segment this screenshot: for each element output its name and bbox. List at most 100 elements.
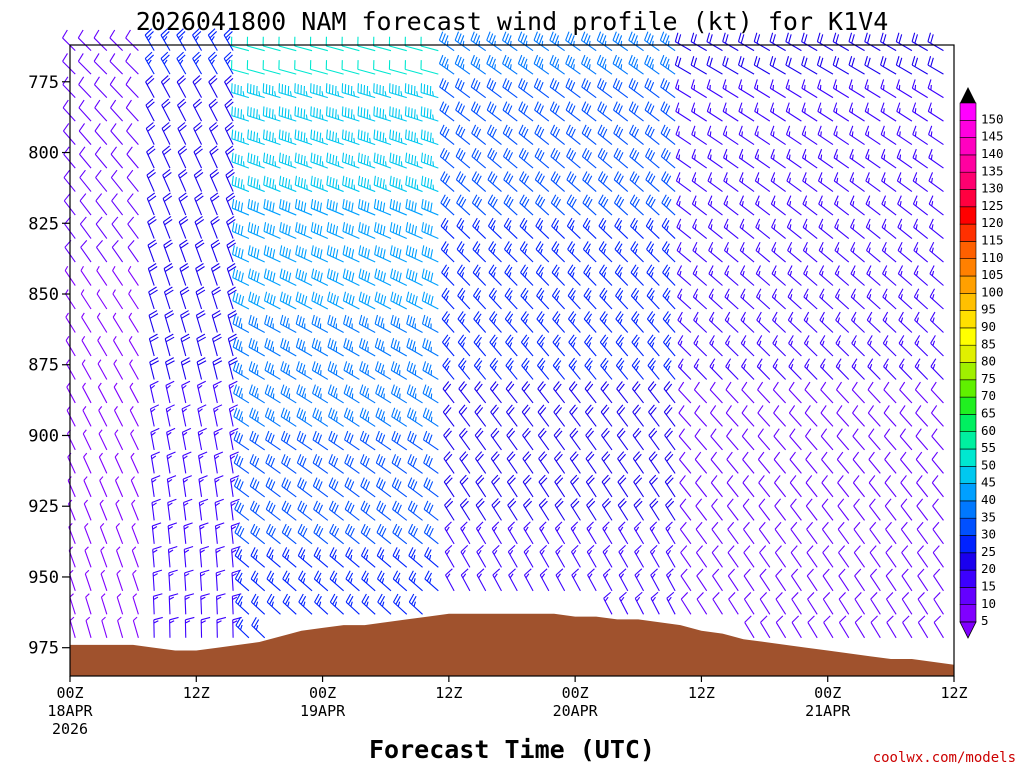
wind-barb: [99, 476, 108, 498]
wind-barb: [454, 54, 471, 75]
wind-barb: [263, 245, 281, 263]
wind-barb: [94, 146, 108, 169]
wind-barb: [645, 194, 660, 216]
wind-barb: [506, 451, 518, 474]
wind-barb: [504, 287, 518, 310]
wind-barb: [250, 523, 266, 545]
wind-barb: [632, 451, 645, 474]
wind-barb: [600, 404, 613, 427]
wind-barb: [520, 287, 534, 310]
wind-barb: [115, 523, 124, 545]
wind-barb: [770, 172, 786, 193]
wind-barb: [549, 54, 565, 75]
wind-barb: [565, 78, 581, 99]
wind-barb: [343, 314, 360, 333]
wind-barb: [820, 405, 834, 427]
wind-barb: [181, 380, 191, 404]
wind-barb: [821, 475, 834, 498]
wind-barb: [660, 147, 676, 169]
wind-barb: [569, 404, 581, 427]
wind-barb: [537, 404, 550, 427]
wind-barb: [211, 286, 221, 310]
wind-barb: [199, 522, 209, 544]
wind-barb: [599, 287, 613, 310]
wind-barb: [533, 54, 550, 75]
wind-barb: [231, 175, 250, 193]
wind-barb: [504, 264, 518, 286]
wind-barb: [587, 568, 597, 592]
wind-barb: [666, 568, 676, 592]
colorbar-label: 140: [981, 146, 1004, 161]
wind-barb: [601, 498, 613, 521]
wind-barb: [296, 454, 313, 474]
wind-barb: [182, 498, 193, 521]
wind-barb: [756, 311, 771, 333]
wind-barb: [880, 56, 897, 75]
wind-barb: [408, 570, 423, 592]
wind-barb: [806, 521, 818, 545]
wind-barb: [343, 361, 360, 380]
wind-barb: [836, 428, 850, 451]
wind-barb: [882, 335, 897, 357]
wind-barb: [869, 521, 881, 545]
wind-barb: [358, 268, 376, 287]
wind-barb: [192, 98, 203, 122]
wind-barb: [708, 311, 723, 333]
wind-barb: [914, 311, 929, 333]
wind-barb: [771, 241, 786, 263]
wind-barb: [325, 36, 344, 52]
wind-barb: [84, 523, 92, 545]
wind-barb: [375, 407, 392, 427]
wind-barb: [549, 78, 565, 99]
wind-barb: [310, 245, 329, 263]
wind-barb: [229, 451, 239, 474]
wind-barb: [790, 545, 802, 568]
wind-barb: [644, 124, 660, 146]
wind-barb: [725, 405, 739, 427]
wind-barb: [757, 451, 771, 474]
wind-barb: [166, 451, 176, 474]
wind-barb: [648, 451, 660, 474]
wind-barb: [345, 547, 360, 568]
wind-barb: [420, 152, 439, 169]
wind-barb: [727, 568, 739, 592]
wind-barb: [177, 98, 187, 122]
wind-barb: [832, 32, 850, 52]
x-tick-label: 12Z: [183, 684, 210, 702]
wind-barb: [166, 475, 177, 497]
wind-barb: [296, 407, 313, 427]
wind-barb: [912, 195, 929, 216]
wind-barb: [602, 521, 613, 545]
wind-barb: [357, 60, 376, 75]
wind-barb: [818, 241, 834, 263]
wind-barb: [737, 32, 755, 52]
wind-barb: [600, 357, 613, 380]
wind-barb: [406, 361, 423, 380]
wind-barb: [488, 241, 502, 263]
x-tick-label: 21APR: [805, 702, 851, 720]
wind-barb: [200, 616, 211, 638]
wind-barb: [78, 123, 92, 145]
wind-barb: [696, 592, 708, 615]
wind-barb: [679, 475, 692, 498]
wind-barb: [585, 451, 597, 474]
wind-barb: [342, 175, 360, 193]
y-tick-label: 875: [28, 356, 59, 376]
wind-barb: [281, 523, 297, 545]
wind-barb: [247, 245, 265, 263]
wind-barb: [631, 334, 644, 357]
colorbar-label: 70: [981, 388, 996, 403]
wind-barb: [770, 125, 786, 146]
wind-barb: [612, 78, 629, 99]
wind-barb: [294, 106, 313, 122]
wind-barb: [712, 592, 723, 615]
wind-barb: [357, 152, 376, 169]
wind-barb: [567, 241, 581, 263]
wind-barb: [709, 335, 723, 357]
wind-barb: [786, 218, 802, 239]
wind-barb: [755, 265, 771, 286]
wind-barb: [475, 521, 487, 545]
wind-barb: [581, 147, 597, 169]
colorbar-label: 115: [981, 233, 1004, 248]
wind-barb: [864, 32, 881, 52]
